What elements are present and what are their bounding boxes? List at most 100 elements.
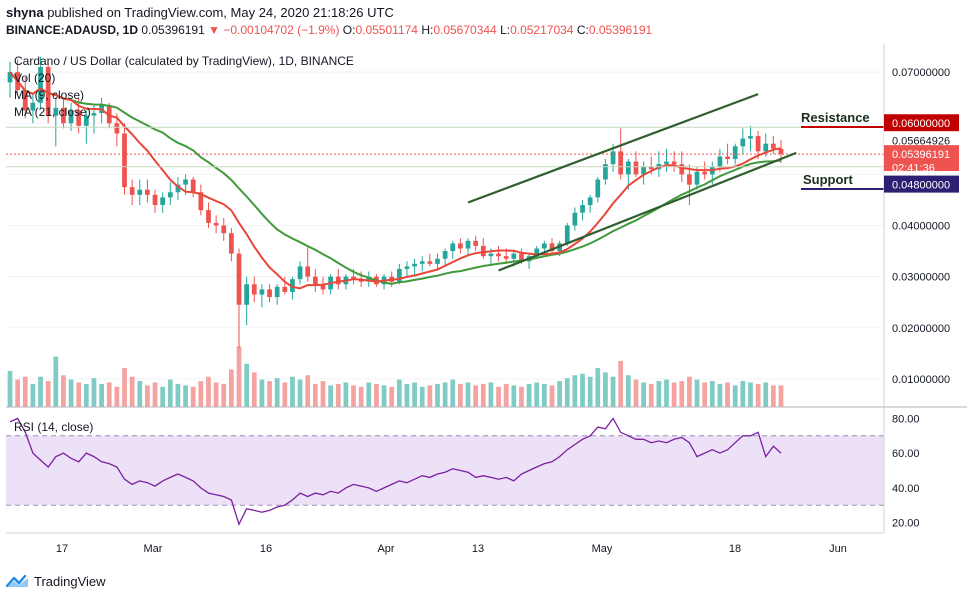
volume-bar: [290, 376, 295, 407]
candle-body: [61, 107, 66, 124]
volume-bar: [702, 382, 708, 407]
volume-bar: [122, 368, 127, 407]
candle-body: [282, 286, 288, 292]
candle-body: [91, 113, 97, 116]
candle-body: [480, 245, 486, 257]
volume-bar: [435, 383, 440, 407]
candle-body: [122, 133, 127, 188]
volume-bar: [267, 381, 272, 407]
candle-body: [664, 161, 669, 165]
candle-body: [236, 253, 242, 305]
volume-bar: [473, 385, 479, 407]
candle-body: [496, 253, 501, 257]
price-axis-labels: 0.060000000.056649260.0539619102:41:360.…: [884, 114, 959, 193]
price-tick-label: 0.02000000: [892, 323, 950, 335]
volume-bar: [213, 382, 219, 407]
volume-bar: [61, 375, 66, 407]
volume-bar: [7, 370, 13, 407]
time-tick-label: 18: [729, 543, 741, 555]
volume-bar: [755, 383, 761, 407]
price-axis-tag-text: 0.05396191: [892, 149, 950, 161]
candle-body: [7, 72, 13, 83]
rsi-band: [6, 435, 884, 506]
rsi-line: [9, 417, 782, 527]
volume-bar: [564, 378, 570, 407]
volume-bar: [404, 383, 410, 407]
volume-bar: [679, 381, 685, 407]
volume-bar: [549, 385, 555, 407]
volume-bar: [709, 381, 715, 407]
open-value: 0.05501174: [355, 23, 418, 37]
candle-body: [740, 138, 746, 147]
candle-body: [488, 253, 494, 257]
price-axis-tag: [884, 114, 959, 132]
volume-bar: [412, 382, 417, 407]
volume-bar: [38, 376, 43, 407]
volume-bar: [740, 381, 746, 407]
legend-rsi: RSI (14, close): [14, 420, 93, 434]
volume-bar: [145, 385, 150, 407]
candle-body: [30, 102, 36, 111]
low-label: L:: [500, 23, 511, 37]
volume-bar: [381, 385, 387, 407]
candle-body: [251, 284, 257, 295]
volume-bar: [76, 382, 82, 407]
rsi-tick-label: 80.00: [892, 413, 920, 425]
candle-body: [129, 187, 135, 195]
volume-bar: [259, 379, 265, 407]
candle-body: [106, 105, 112, 124]
candle-body: [366, 276, 372, 282]
candle-body: [717, 156, 723, 167]
volume-bar: [68, 379, 74, 407]
volume-bar: [328, 385, 333, 407]
volume-bar: [30, 383, 36, 407]
volume-bar: [587, 376, 593, 407]
time-tick-label: Apr: [377, 543, 394, 555]
low-value: 0.05217034: [510, 23, 574, 37]
volume-bar: [374, 383, 379, 407]
candle-body: [145, 189, 150, 195]
price-axis-tag: [884, 175, 959, 193]
candle-body: [610, 151, 616, 165]
volume-bar: [610, 376, 616, 407]
volume-bar: [129, 376, 135, 407]
candle-body: [76, 110, 82, 126]
tradingview-logo[interactable]: TradingView: [6, 571, 106, 591]
candle-body: [312, 276, 318, 285]
candle-body: [213, 222, 219, 226]
rsi-pane[interactable]: [6, 435, 884, 506]
volume-bar: [625, 375, 631, 407]
rsi-path: [9, 417, 782, 527]
lower-channel-line: [498, 151, 797, 272]
volume-bar: [419, 386, 425, 407]
volume-bar: [389, 386, 395, 407]
author-name[interactable]: shyna: [6, 5, 44, 20]
volume-bar: [335, 383, 341, 407]
candle-body: [221, 225, 227, 234]
candle-body: [763, 143, 769, 152]
candle-body: [305, 266, 311, 277]
volume-bar: [732, 385, 738, 407]
rsi-axis[interactable]: 80.00 60.00 40.00 20.00: [892, 413, 920, 529]
volume-bar: [114, 386, 120, 407]
ohlc-line: BINANCE:ADAUSD, 1D 0.05396191 ▼ −0.00104…: [6, 23, 652, 37]
price-axis-tag: [884, 145, 959, 163]
candle-body: [671, 161, 677, 165]
volume-bar: [152, 382, 158, 407]
time-axis[interactable]: 17 Mar 16 Apr 13 May 18 Jun: [56, 543, 847, 555]
volume-bar: [320, 381, 326, 407]
candle-body: [419, 261, 425, 264]
ma9-line: [9, 71, 782, 290]
candle-body: [778, 148, 784, 154]
volume-bar: [748, 382, 753, 407]
volume-bar: [503, 383, 509, 407]
close-label: C:: [576, 23, 589, 37]
candle-body: [603, 164, 608, 180]
legend-ma9: MA (9, close): [14, 88, 84, 102]
candle-body: [687, 174, 692, 185]
candle-body: [503, 256, 509, 259]
candle-body: [450, 243, 456, 252]
volume-bar: [541, 383, 547, 407]
volume-bar: [450, 379, 456, 407]
